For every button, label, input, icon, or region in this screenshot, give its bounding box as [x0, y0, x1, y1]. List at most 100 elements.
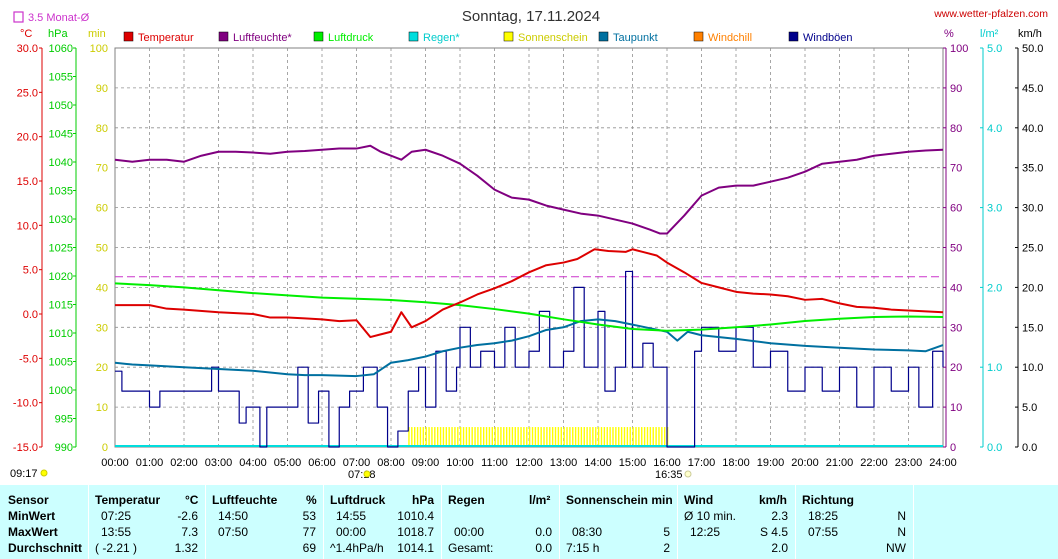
sunshine-bar [474, 427, 476, 447]
sunshine-bar [554, 427, 557, 447]
sunshine-bar [491, 427, 493, 447]
sunshine-bar [526, 427, 528, 447]
kmh-tick-label: 30.0 [1022, 203, 1043, 215]
hpa-tick-label: 1025 [49, 243, 73, 255]
sunshine-bar [471, 427, 473, 447]
min-tick-label: 80 [96, 123, 108, 135]
min-tick-label: 90 [96, 83, 108, 95]
sunshine-bar [514, 427, 516, 447]
sunshine-bar [641, 427, 643, 447]
x-tick-label: 24:00 [929, 457, 957, 469]
celsius-tick-label: 5.0 [23, 265, 38, 277]
humidity-header: Luftfeuchte [212, 493, 278, 507]
min-tick-label: 70 [96, 163, 108, 175]
sunset-icon [684, 470, 692, 478]
moon-icon [40, 469, 48, 477]
sunshine-bar [632, 427, 634, 447]
sunshine-bar [485, 427, 488, 447]
sunshine-bar [537, 427, 539, 447]
min-tick-label: 0 [102, 442, 108, 454]
legend-swatch [408, 31, 419, 42]
sunshine-bar [661, 427, 663, 447]
wind-avg-label: Ø 10 min. [684, 509, 737, 523]
sunshine-bar [520, 427, 522, 447]
celsius-tick-label: -10.0 [13, 398, 38, 410]
sunshine-bar [436, 427, 439, 447]
x-tick-label: 00:00 [101, 457, 129, 469]
sunshine-bar [626, 427, 629, 447]
x-tick-label: 23:00 [895, 457, 923, 469]
sunshine-bar [603, 427, 606, 447]
sunshine-bar [606, 427, 608, 447]
hpa-tick-label: 1045 [49, 129, 73, 141]
direction-header: Richtung [802, 493, 854, 507]
unit-celsius: °C [20, 28, 32, 40]
avg-legend-label: 3.5 Monat-Ø [28, 12, 90, 24]
x-tick-label: 16:00 [653, 457, 681, 469]
sunshine-bar [445, 427, 448, 447]
legend-item-gusts: Windböen [788, 31, 853, 44]
legend-label: Temperatur [138, 32, 194, 44]
kmh-tick-label: 40.0 [1022, 123, 1043, 135]
hpa-tick-label: 990 [55, 442, 73, 454]
humidity-min-value: 53 [302, 509, 316, 523]
kmh-tick-label: 15.0 [1022, 322, 1043, 334]
direction-min-time: 18:25 [808, 509, 839, 523]
sunshine-bar [428, 427, 430, 447]
unit-min: min [88, 28, 106, 40]
kmh-tick-label: 10.0 [1022, 362, 1043, 374]
chart-axes: 30.0 25.0 20.0 15.0 10.0 5.0 0.0 -5.0 -10.0 -15.0… [13, 43, 1044, 454]
sensor-header: Sensor [8, 493, 49, 507]
sunshine-avg-value: 2 [663, 541, 670, 555]
x-tick-label: 22:00 [860, 457, 888, 469]
pressure-min-value: 1010.4 [397, 509, 434, 523]
min-tick-label: 30 [96, 322, 108, 334]
sunshine-bar [595, 427, 597, 447]
sunset-time: 16:35 [655, 469, 683, 481]
lm2-tick-label: 1.0 [987, 362, 1002, 374]
celsius-tick-label: 10.0 [17, 220, 38, 232]
wind-max-time: 12:25 [690, 525, 721, 539]
sunshine-bar [557, 427, 560, 447]
sunshine-bar [503, 427, 505, 447]
legend-item-temperature: Temperatur [123, 31, 194, 44]
site-link[interactable]: www.wetter-pfalzen.com [933, 8, 1048, 20]
humidity-min-time: 14:50 [218, 509, 249, 523]
sunshine-bar [597, 427, 600, 447]
avg-legend-icon [13, 11, 24, 23]
wind-max-value: S 4.5 [759, 525, 788, 539]
pressure-unit: hPa [412, 493, 435, 507]
unit-percent: % [944, 28, 954, 40]
chart-series [114, 144, 944, 448]
sunshine-bar [572, 427, 574, 447]
sunshine-bar [658, 427, 660, 447]
sunshine-bar [454, 427, 456, 447]
celsius-tick-label: 20.0 [17, 132, 38, 144]
sunshine-bar [615, 427, 617, 447]
lm2-tick-label: 3.0 [987, 203, 1002, 215]
sunshine-max-value: 5 [663, 525, 670, 539]
percent-tick-label: 40 [950, 282, 962, 294]
percent-tick-label: 90 [950, 83, 962, 95]
legend-item-humidity: Luftfeuchte* [218, 31, 292, 44]
sunshine-bar [620, 427, 623, 447]
kmh-tick-label: 35.0 [1022, 163, 1043, 175]
celsius-tick-label: 25.0 [17, 87, 38, 99]
sunshine-bar [629, 427, 631, 447]
temperature-avg-note: ( -2.21 ) [95, 541, 138, 555]
hpa-tick-label: 1010 [49, 328, 73, 340]
hpa-tick-label: 1040 [49, 157, 73, 169]
direction-min-value: N [897, 509, 906, 523]
x-tick-label: 01:00 [136, 457, 164, 469]
sunshine-bar [577, 427, 580, 447]
pressure-max-time: 00:00 [336, 525, 367, 539]
sunshine-bar [549, 427, 551, 447]
sunshine-max-time: 08:30 [572, 525, 603, 539]
percent-tick-label: 20 [950, 362, 962, 374]
humidity-max-value: 77 [302, 525, 316, 539]
x-axis-labels: 00:00 01:00 02:00 03:00 04:00 05:00 06:00 07:00… [101, 457, 957, 469]
rain-max-value: 0.0 [535, 525, 552, 539]
kmh-tick-label: 5.0 [1022, 402, 1037, 414]
celsius-tick-label: 15.0 [17, 176, 38, 188]
sunshine-bar [480, 427, 482, 447]
